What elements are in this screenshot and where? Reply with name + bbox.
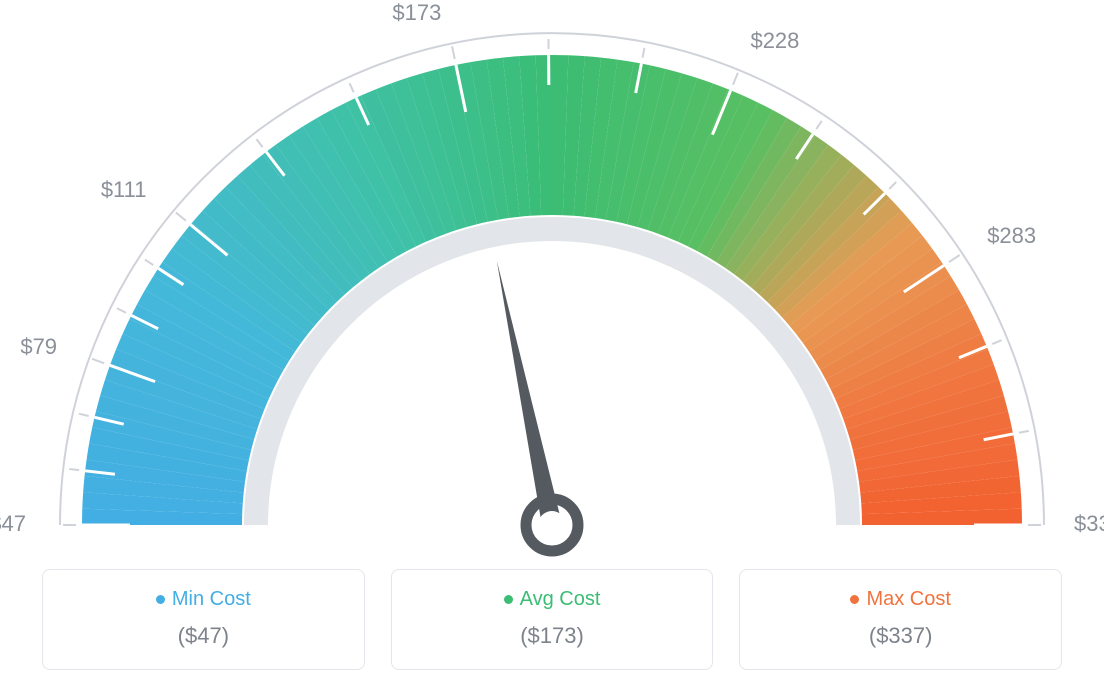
legend-value: ($173) — [412, 623, 693, 649]
gauge-band — [82, 55, 1022, 525]
tick-label: $173 — [385, 0, 441, 26]
legend-card-avg: Avg Cost ($173) — [391, 569, 714, 670]
cost-gauge: $47 $79 $111 $173 $228 $283 $337 — [0, 0, 1104, 560]
legend-value: ($47) — [63, 623, 344, 649]
legend-label: Min Cost — [172, 588, 251, 611]
legend-row: Min Cost ($47) Avg Cost ($173) Max Cost … — [42, 569, 1062, 670]
dot-icon — [156, 595, 165, 604]
legend-title-avg: Avg Cost — [504, 588, 601, 611]
legend-title-min: Min Cost — [156, 588, 251, 611]
tick-label: $228 — [750, 28, 799, 54]
needle-hub-inner — [538, 511, 566, 539]
tick-label: $47 — [0, 511, 26, 537]
gauge-svg — [0, 0, 1104, 560]
legend-title-max: Max Cost — [850, 588, 950, 611]
legend-label: Avg Cost — [520, 588, 601, 611]
dot-icon — [850, 595, 859, 604]
tick-label: $337 — [1074, 511, 1104, 537]
legend-card-max: Max Cost ($337) — [739, 569, 1062, 670]
needle — [497, 261, 562, 527]
legend-label: Max Cost — [866, 588, 950, 611]
tick-label: $79 — [1, 334, 57, 360]
dot-icon — [504, 595, 513, 604]
tick-label: $283 — [987, 223, 1036, 249]
legend-value: ($337) — [760, 623, 1041, 649]
tick-label: $111 — [91, 177, 147, 203]
legend-card-min: Min Cost ($47) — [42, 569, 365, 670]
